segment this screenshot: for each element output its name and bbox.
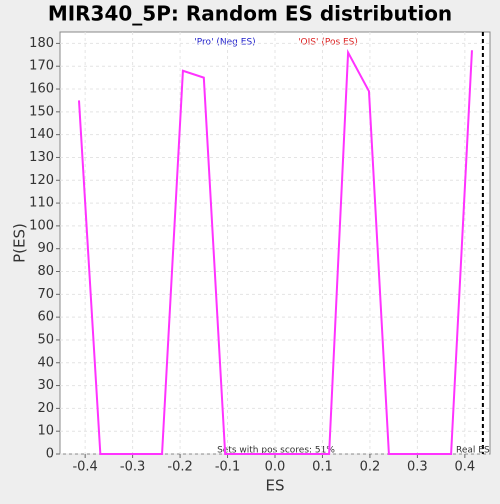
y-tick-label: 60 (37, 310, 54, 325)
y-tick-label: 10 (37, 424, 54, 439)
y-tick-label: 90 (37, 241, 54, 256)
es-line (77, 48, 473, 455)
x-tick-label: 0.1 (312, 460, 333, 475)
real-es-label: Real ES (456, 446, 490, 456)
y-tick-label: 20 (37, 401, 54, 416)
pos-annotation: 'OIS' (Pos ES) (298, 38, 358, 48)
y-tick-label: 30 (37, 378, 54, 393)
pos-scores-annotation: Sets with pos scores: 51% (217, 446, 335, 456)
y-tick-label: 130 (29, 150, 54, 165)
y-tick-label: 50 (37, 332, 54, 347)
x-tick-label: 0.4 (455, 460, 476, 475)
y-axis-label: P(ES) (11, 223, 29, 263)
y-tick-label: 180 (29, 36, 54, 51)
y-tick-label: 110 (29, 196, 54, 211)
x-tick-label: -0.3 (120, 460, 145, 475)
x-tick-label: -0.2 (167, 460, 192, 475)
y-tick-label: 170 (29, 59, 54, 74)
x-tick-label: 0.2 (360, 460, 381, 475)
x-tick-label: -0.1 (215, 460, 240, 475)
y-tick-label: 140 (29, 127, 54, 142)
y-tick-label: 100 (29, 218, 54, 233)
y-tick-label: 70 (37, 287, 54, 302)
y-tick-label: 120 (29, 173, 54, 188)
chart-title: MIR340_5P: Random ES distribution (48, 2, 452, 26)
x-tick-label: 0.3 (407, 460, 428, 475)
y-tick-label: 80 (37, 264, 54, 279)
neg-annotation: 'Pro' (Neg ES) (194, 38, 255, 48)
y-tick-label: 150 (29, 104, 54, 119)
x-axis-label: ES (266, 477, 285, 495)
y-tick-label: 40 (37, 355, 54, 370)
x-tick-label: 0.0 (265, 460, 286, 475)
y-tick-label: 0 (46, 447, 54, 462)
x-tick-label: -0.4 (72, 460, 97, 475)
y-tick-label: 160 (29, 82, 54, 97)
